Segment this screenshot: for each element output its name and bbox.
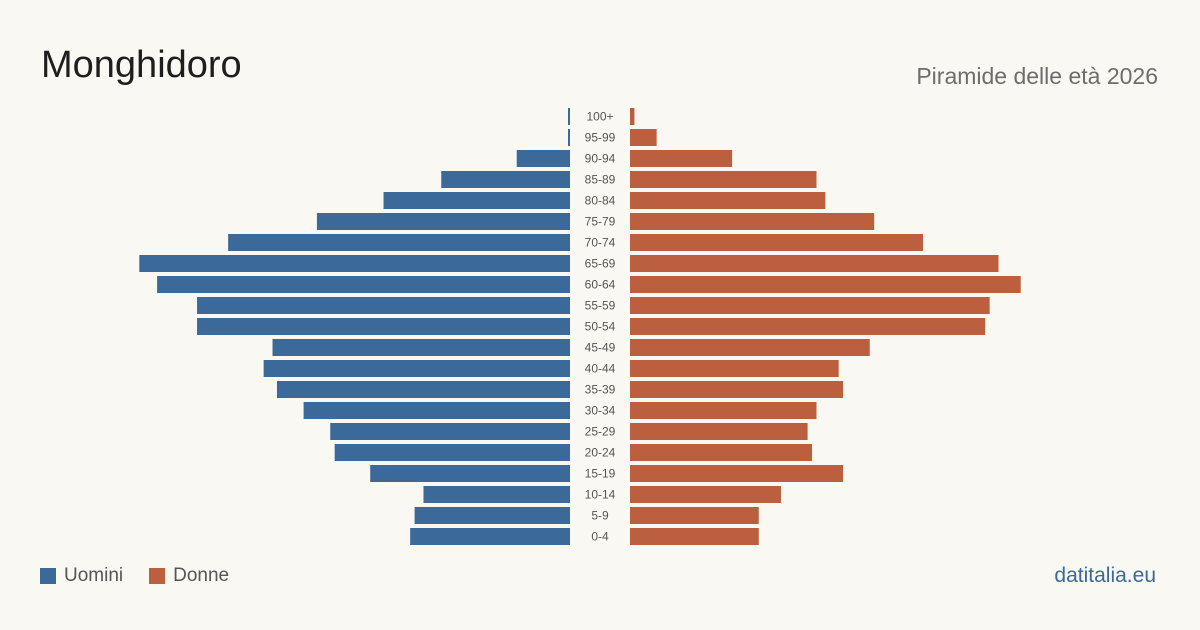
age-label-60-64: 60-64 <box>585 278 616 292</box>
age-label-55-59: 55-59 <box>585 299 616 313</box>
bar-women-95-99 <box>630 129 657 146</box>
bar-men-90-94 <box>516 150 570 167</box>
source-link[interactable]: datitalia.eu <box>1054 564 1156 587</box>
age-label-40-44: 40-44 <box>585 362 616 376</box>
age-label-75-79: 75-79 <box>585 215 616 229</box>
bar-men-30-34 <box>303 402 570 419</box>
bar-men-55-59 <box>197 297 571 314</box>
bar-women-90-94 <box>630 150 733 167</box>
bar-women-10-14 <box>630 486 781 503</box>
age-label-15-19: 15-19 <box>585 467 616 481</box>
bar-men-50-54 <box>197 318 571 335</box>
bar-men-0-4 <box>410 528 570 545</box>
age-label-70-74: 70-74 <box>585 236 616 250</box>
bar-men-85-89 <box>441 171 570 188</box>
bar-men-10-14 <box>423 486 570 503</box>
bar-women-55-59 <box>630 297 990 314</box>
bar-women-40-44 <box>630 360 839 377</box>
age-label-95-99: 95-99 <box>585 131 616 145</box>
bar-men-15-19 <box>370 465 570 482</box>
legend-item-women: Donne <box>149 565 229 587</box>
age-label-80-84: 80-84 <box>585 194 616 208</box>
bar-women-0-4 <box>630 528 759 545</box>
bar-men-20-24 <box>334 444 570 461</box>
bar-women-30-34 <box>630 402 817 419</box>
legend: Uomini Donne <box>40 565 255 587</box>
age-label-50-54: 50-54 <box>585 320 616 334</box>
legend-item-men: Uomini <box>40 565 123 587</box>
legend-label-women: Donne <box>173 565 230 586</box>
page-title: Monghidoro <box>41 44 242 86</box>
age-label-30-34: 30-34 <box>585 404 616 418</box>
bar-men-100plus <box>568 108 570 125</box>
bar-women-45-49 <box>630 339 870 356</box>
age-label-65-69: 65-69 <box>585 257 616 271</box>
legend-label-men: Uomini <box>64 565 124 586</box>
age-label-10-14: 10-14 <box>585 488 616 502</box>
bar-men-5-9 <box>414 507 570 524</box>
age-label-35-39: 35-39 <box>585 383 616 397</box>
bar-women-15-19 <box>630 465 844 482</box>
age-label-85-89: 85-89 <box>585 173 616 187</box>
age-label-5-9: 5-9 <box>591 509 609 523</box>
bar-women-35-39 <box>630 381 844 398</box>
age-label-20-24: 20-24 <box>585 446 616 460</box>
bar-men-45-49 <box>272 339 570 356</box>
bar-women-60-64 <box>630 276 1021 293</box>
bar-men-60-64 <box>157 276 570 293</box>
bar-women-100plus <box>630 108 635 125</box>
bar-women-5-9 <box>630 507 759 524</box>
bar-women-70-74 <box>630 234 924 251</box>
bar-men-75-79 <box>316 213 570 230</box>
bar-women-65-69 <box>630 255 999 272</box>
bar-men-80-84 <box>383 192 570 209</box>
bar-men-40-44 <box>263 360 570 377</box>
chart-subtitle: Piramide delle età 2026 <box>916 63 1158 89</box>
bar-men-25-29 <box>330 423 570 440</box>
bar-men-95-99 <box>568 129 570 146</box>
bar-women-25-29 <box>630 423 808 440</box>
bar-men-65-69 <box>139 255 570 272</box>
legend-swatch-men <box>40 568 56 584</box>
age-label-25-29: 25-29 <box>585 425 616 439</box>
age-label-0-4: 0-4 <box>591 530 609 544</box>
bar-women-85-89 <box>630 171 817 188</box>
bar-men-35-39 <box>276 381 570 398</box>
age-label-90-94: 90-94 <box>585 152 616 166</box>
bar-women-75-79 <box>630 213 875 230</box>
legend-swatch-women <box>149 568 166 584</box>
bar-women-20-24 <box>630 444 813 461</box>
bar-women-50-54 <box>630 318 986 335</box>
age-label-45-49: 45-49 <box>585 341 616 355</box>
age-label-100plus: 100+ <box>586 110 613 124</box>
bar-women-80-84 <box>630 192 826 209</box>
bar-men-70-74 <box>228 234 570 251</box>
